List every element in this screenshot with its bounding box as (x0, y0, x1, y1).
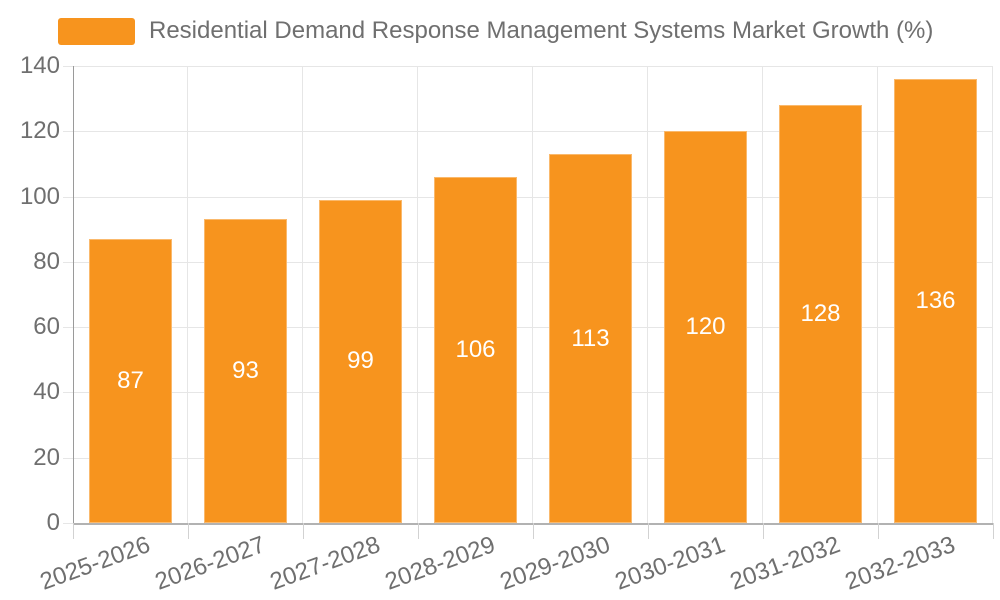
legend-label: Residential Demand Response Management S… (149, 17, 934, 44)
y-axis-tick-label: 0 (46, 509, 60, 536)
bar-2032-2033[interactable]: 136 (894, 79, 977, 523)
x-axis-category-label: 2030-2031 (611, 531, 729, 596)
x-axis-tick (993, 523, 994, 539)
x-gridline (647, 66, 648, 523)
bar-value-label: 136 (915, 287, 956, 315)
bar-value-label: 87 (117, 366, 144, 394)
y-gridline (73, 392, 993, 394)
y-axis-tick (63, 131, 73, 133)
y-gridline (73, 261, 993, 263)
x-axis-tick (878, 523, 879, 539)
x-axis-category-label: 2028-2029 (381, 531, 499, 596)
bar-2031-2032[interactable]: 128 (779, 105, 862, 523)
y-axis-tick-label: 140 (19, 52, 60, 79)
bar-2025-2026[interactable]: 87 (89, 239, 172, 523)
plot-area: 87 93 99 106 113 120 128 136 (73, 66, 993, 523)
y-gridline (73, 457, 993, 459)
y-axis-tick (63, 457, 73, 459)
x-axis-tick (533, 523, 534, 539)
y-axis-tick (63, 66, 73, 67)
y-axis-tick-label: 100 (19, 182, 60, 210)
bar-value-label: 93 (232, 357, 259, 385)
x-axis-category-label: 2029-2030 (496, 531, 614, 596)
y-axis-tick-label: 60 (33, 313, 60, 341)
x-gridline (877, 66, 878, 523)
y-axis-tick-label: 120 (19, 117, 60, 145)
bar-2028-2029[interactable]: 106 (434, 176, 517, 523)
x-axis-category-label: 2025-2026 (36, 531, 154, 596)
x-axis-category-label: 2031-2032 (726, 531, 844, 596)
bar-2026-2027[interactable]: 93 (204, 219, 287, 523)
x-axis-tick (648, 523, 649, 539)
x-axis-category-label: 2032-2033 (841, 531, 959, 596)
y-axis-tick (63, 261, 73, 263)
y-axis-tick-label: 80 (33, 247, 60, 275)
y-gridline (73, 66, 993, 67)
x-axis-category-label: 2026-2027 (151, 531, 269, 596)
x-gridline (992, 66, 993, 523)
y-gridline (73, 131, 993, 133)
x-axis-category-label: 2027-2028 (266, 531, 384, 596)
bar-value-label: 120 (685, 313, 726, 341)
y-gridline (73, 196, 993, 198)
x-axis-tick (303, 523, 304, 539)
y-axis-tick (63, 523, 73, 524)
x-gridline (417, 66, 418, 523)
bar-value-label: 113 (571, 324, 610, 352)
y-axis-tick (63, 196, 73, 198)
x-gridline (762, 66, 763, 523)
bar-2030-2031[interactable]: 120 (664, 131, 747, 523)
bar-value-label: 99 (347, 347, 374, 375)
bar-value-label: 106 (455, 335, 496, 363)
x-gridline (302, 66, 303, 523)
x-axis-tick (418, 523, 419, 539)
bar-2027-2028[interactable]: 99 (319, 199, 402, 523)
y-gridline (73, 327, 993, 329)
bar-2029-2030[interactable]: 113 (549, 154, 632, 523)
x-axis-tick (188, 523, 189, 539)
y-axis-line (73, 66, 74, 523)
legend-swatch (58, 17, 135, 45)
x-axis-tick (763, 523, 764, 539)
x-axis-tick (73, 523, 74, 539)
legend-item[interactable]: Residential Demand Response Management S… (58, 15, 933, 47)
y-axis-tick-label: 40 (33, 378, 60, 406)
y-axis-tick (63, 392, 73, 394)
bar-value-label: 128 (800, 300, 841, 328)
y-axis-tick (63, 327, 73, 329)
x-gridline (187, 66, 188, 523)
x-gridline (532, 66, 533, 523)
y-axis-tick-label: 20 (33, 443, 60, 471)
